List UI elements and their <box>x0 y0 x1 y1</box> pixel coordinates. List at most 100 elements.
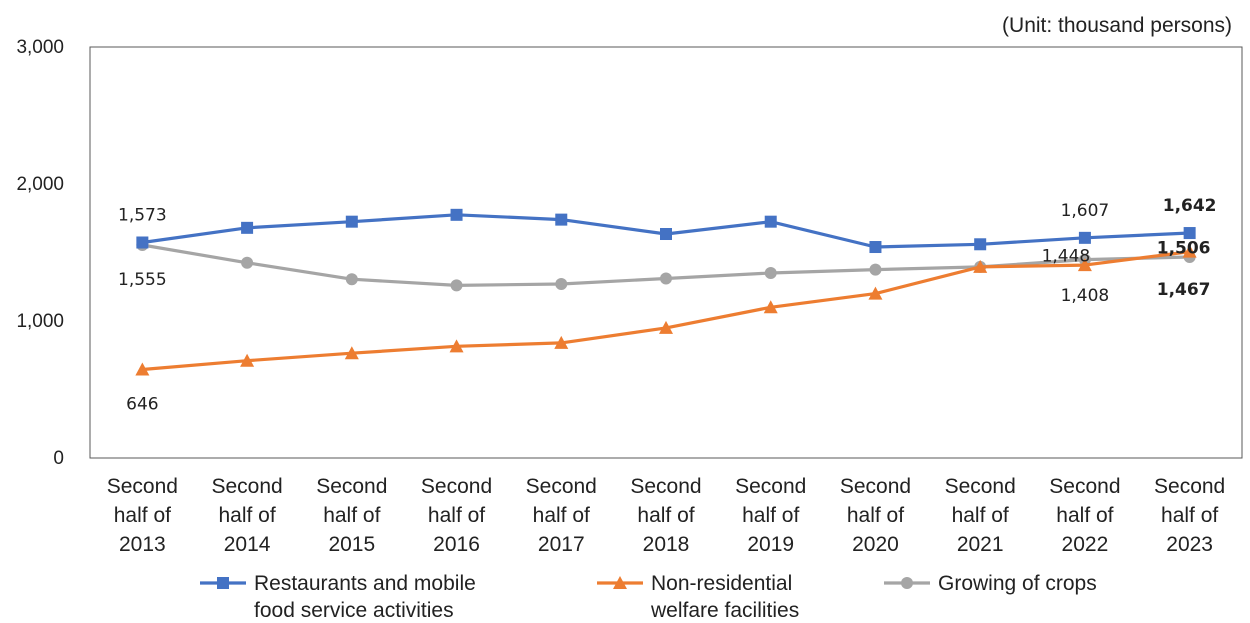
plot-area <box>89 46 1243 459</box>
series-marker-triangle <box>973 259 988 273</box>
legend-label-line: Non-residential <box>651 572 792 595</box>
series-marker-circle <box>660 272 672 285</box>
series-1 <box>135 244 1197 376</box>
series-marker-circle <box>450 279 463 292</box>
unit-note: (Unit: thousand persons) <box>1002 14 1232 37</box>
series-marker-circle <box>345 273 358 286</box>
data-label: 1,467 <box>1157 280 1211 300</box>
legend-label: Non-residential welfare facilities <box>650 572 799 622</box>
x-tick-label-line: 2014 <box>224 533 271 556</box>
legend: Restaurants and mobile food service activ… <box>200 572 1097 622</box>
x-tick-label-line: Second <box>630 475 701 498</box>
legend-label-line: food service activities <box>254 599 454 622</box>
x-tick-label: Second half of 2014 <box>211 475 282 556</box>
x-tick-label-line: Second <box>421 475 492 498</box>
data-label: 1,555 <box>118 270 167 290</box>
series-marker-triangle <box>449 339 464 353</box>
x-tick-label-line: Second <box>840 475 911 498</box>
x-tick-label-line: half of <box>637 504 694 527</box>
x-tick-label-line: 2018 <box>643 533 690 556</box>
x-tick-label-line: half of <box>1161 504 1218 527</box>
x-tick-label-line: 2017 <box>538 533 585 556</box>
x-tick-label-line: 2019 <box>747 533 794 556</box>
x-tick-label-line: 2015 <box>328 533 375 556</box>
data-label: 1,448 <box>1042 247 1091 267</box>
series-marker-triangle <box>1077 258 1092 272</box>
legend-entry: Restaurants and mobile food service activ… <box>200 572 476 622</box>
x-tick-label-line: 2016 <box>433 533 480 556</box>
x-tick-label-line: half of <box>742 504 799 527</box>
x-tick-label: Second half of 2020 <box>840 475 911 556</box>
data-label: 646 <box>126 394 158 414</box>
x-tick-label-line: half of <box>952 504 1009 527</box>
series-marker-square <box>555 213 568 226</box>
data-label: 1,607 <box>1061 201 1110 221</box>
y-tick-label: 3,000 <box>16 37 64 58</box>
series-marker-circle <box>764 267 777 280</box>
data-label: 1,408 <box>1061 286 1110 306</box>
x-tick-label-line: 2020 <box>852 533 899 556</box>
series-marker-triangle <box>763 300 778 314</box>
data-label: 1,642 <box>1163 196 1217 216</box>
data-label: 1,573 <box>118 205 167 225</box>
legend-marker-circle <box>901 577 913 589</box>
x-tick-label-line: Second <box>107 475 178 498</box>
legend-label-line: Restaurants and mobile <box>254 572 476 595</box>
y-tick-label: 2,000 <box>16 174 64 195</box>
legend-label-line: welfare facilities <box>650 599 799 622</box>
x-tick-label: Second half of 2018 <box>630 475 701 556</box>
x-tick-label-line: Second <box>1049 475 1120 498</box>
legend-marker-triangle <box>613 576 627 589</box>
series-0 <box>136 208 1196 254</box>
x-tick-label-line: half of <box>218 504 275 527</box>
series-marker-circle <box>241 256 254 269</box>
legend-marker-square <box>217 577 229 589</box>
x-tick-label-line: half of <box>533 504 590 527</box>
x-tick-label-line: half of <box>1056 504 1113 527</box>
x-tick-label-line: Second <box>1154 475 1225 498</box>
series-marker-square <box>1078 231 1091 244</box>
x-tick-label-line: 2013 <box>119 533 166 556</box>
x-tick-label: Second half of 2017 <box>526 475 597 556</box>
x-tick-label: Second half of 2016 <box>421 475 492 556</box>
x-tick-label: Second half of 2013 <box>107 475 178 556</box>
x-tick-label-line: Second <box>316 475 387 498</box>
series-marker-triangle <box>659 320 673 334</box>
series-marker-triangle <box>1182 244 1197 258</box>
legend-label: Growing of crops <box>938 572 1097 595</box>
series-marker-circle <box>555 278 568 291</box>
series-marker-square <box>869 241 882 254</box>
x-tick-label: Second half of 2022 <box>1049 475 1120 556</box>
series-marker-triangle <box>135 362 150 376</box>
series-marker-triangle <box>868 286 883 300</box>
x-tick-label: Second half of 2023 <box>1154 475 1225 556</box>
series-marker-square <box>241 221 254 234</box>
series-marker-square <box>136 236 149 249</box>
series-marker-square <box>764 215 777 228</box>
x-tick-label-line: half of <box>847 504 904 527</box>
legend-label-line: Growing of crops <box>938 572 1097 595</box>
series-marker-square <box>345 215 358 228</box>
data-label: 1,506 <box>1157 239 1211 259</box>
x-tick-label-line: Second <box>735 475 806 498</box>
x-tick-label-line: Second <box>526 475 597 498</box>
series-marker-triangle <box>554 335 569 349</box>
x-tick-label: Second half of 2019 <box>735 475 806 556</box>
x-tick-label-line: half of <box>114 504 171 527</box>
x-tick-label-line: 2023 <box>1166 533 1213 556</box>
y-tick-label: 0 <box>53 448 64 469</box>
x-tick-label-line: half of <box>428 504 485 527</box>
series-marker-triangle <box>344 346 359 360</box>
series-marker-square <box>450 208 463 221</box>
data-labels: 1,573 1,607 1,642 646 1,408 1,506 1,555 1,448 1,… <box>118 196 1216 414</box>
series-marker-triangle <box>240 353 255 367</box>
x-tick-label-line: Second <box>211 475 282 498</box>
x-tick-label-line: Second <box>945 475 1016 498</box>
legend-entry: Growing of crops <box>884 572 1097 595</box>
x-tick-label-line: 2022 <box>1062 533 1109 556</box>
legend-label: Restaurants and mobile food service activ… <box>254 572 476 622</box>
x-tick-label-line: half of <box>323 504 380 527</box>
series-layer <box>135 208 1197 376</box>
